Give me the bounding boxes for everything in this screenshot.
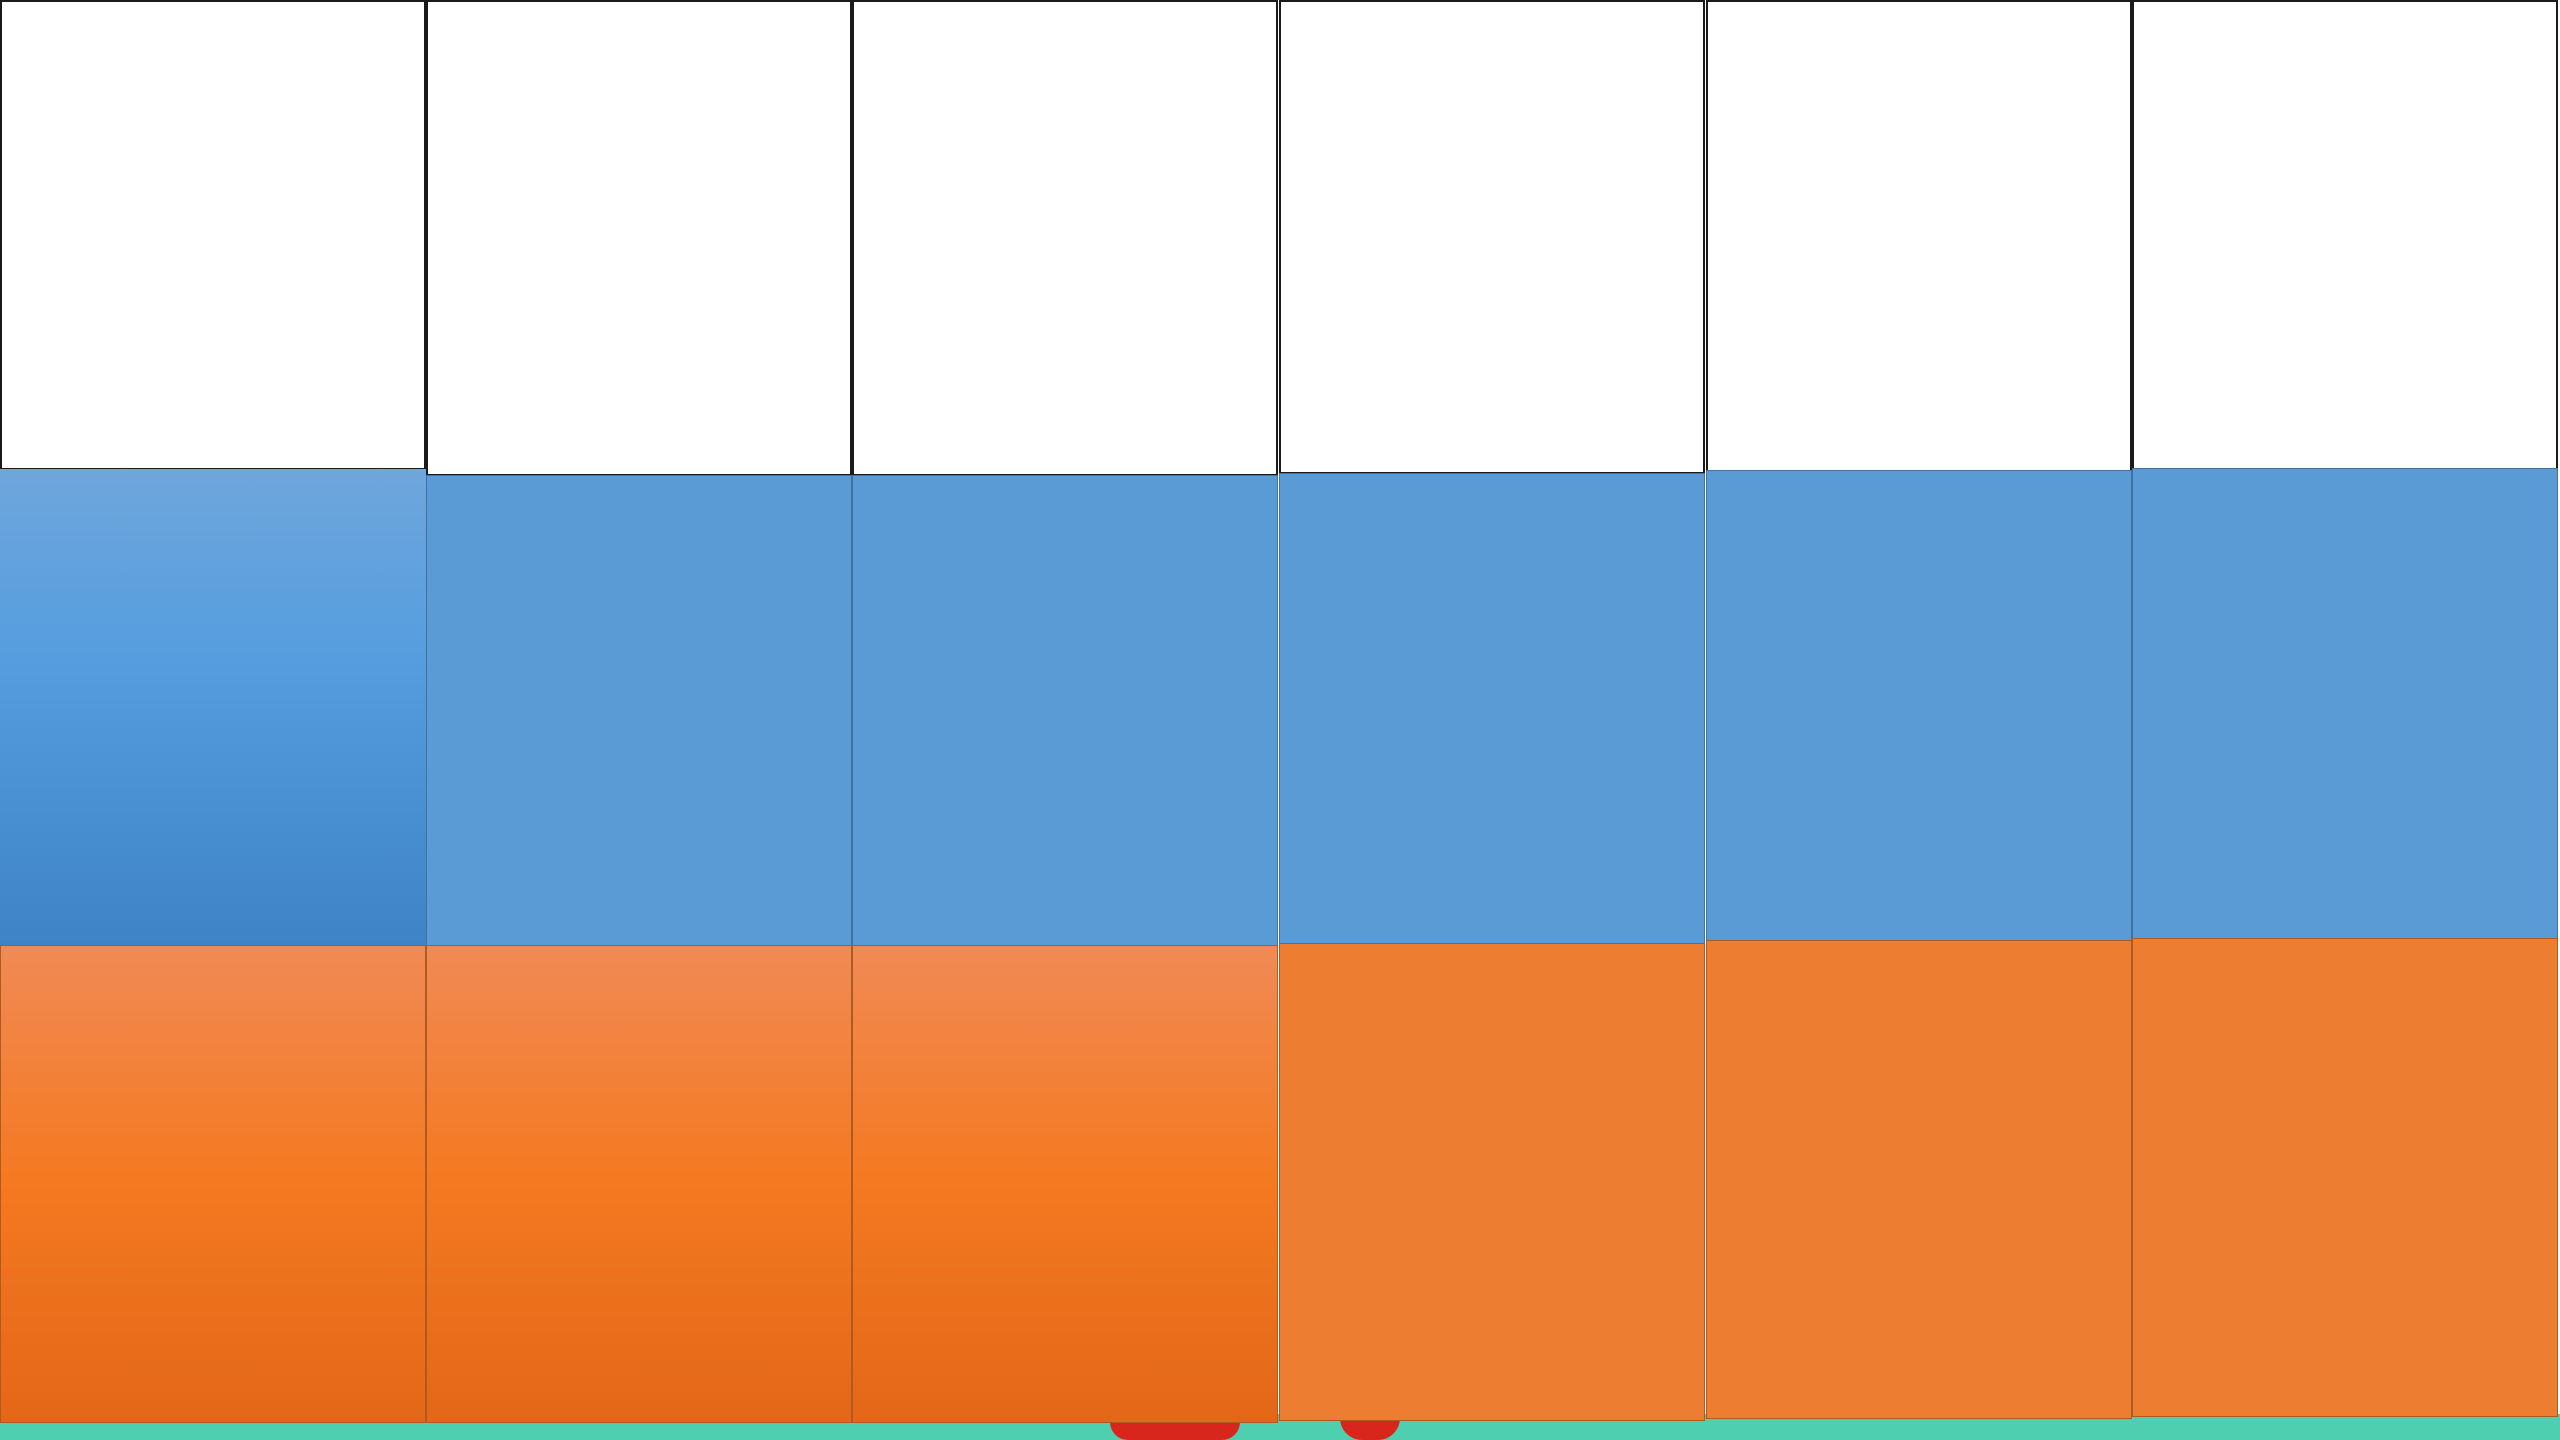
- tile-column-4: [1279, 0, 1705, 1430]
- white-tile-2: [426, 0, 852, 476]
- white-tile-3: [852, 0, 1278, 476]
- tile-column-3: [852, 0, 1278, 1430]
- blue-tile-5: [1706, 470, 2132, 942]
- white-tile-5: [1706, 0, 2132, 472]
- tile-column-2: [426, 0, 852, 1430]
- orange-tile-3: [852, 945, 1278, 1423]
- orange-tile-1: [0, 945, 426, 1423]
- orange-tile-2: [426, 945, 852, 1423]
- white-tile-4: [1279, 0, 1705, 474]
- orange-tile-6: [2132, 938, 2558, 1417]
- white-tile-6: [2132, 0, 2558, 470]
- tile-column-1: [0, 0, 426, 1430]
- orange-tile-4: [1279, 943, 1705, 1421]
- tile-column-5: [1706, 0, 2132, 1430]
- orange-tile-5: [1706, 940, 2132, 1419]
- red-shape-right: [1340, 1418, 1400, 1440]
- blue-tile-6: [2132, 468, 2558, 940]
- tile-column-6: [2132, 0, 2558, 1430]
- white-tile-1: [0, 0, 426, 470]
- blue-tile-2: [426, 475, 852, 947]
- blue-tile-1: [0, 469, 426, 947]
- blue-tile-3: [852, 475, 1278, 947]
- blue-tile-4: [1279, 473, 1705, 945]
- red-shape-left: [1110, 1418, 1240, 1440]
